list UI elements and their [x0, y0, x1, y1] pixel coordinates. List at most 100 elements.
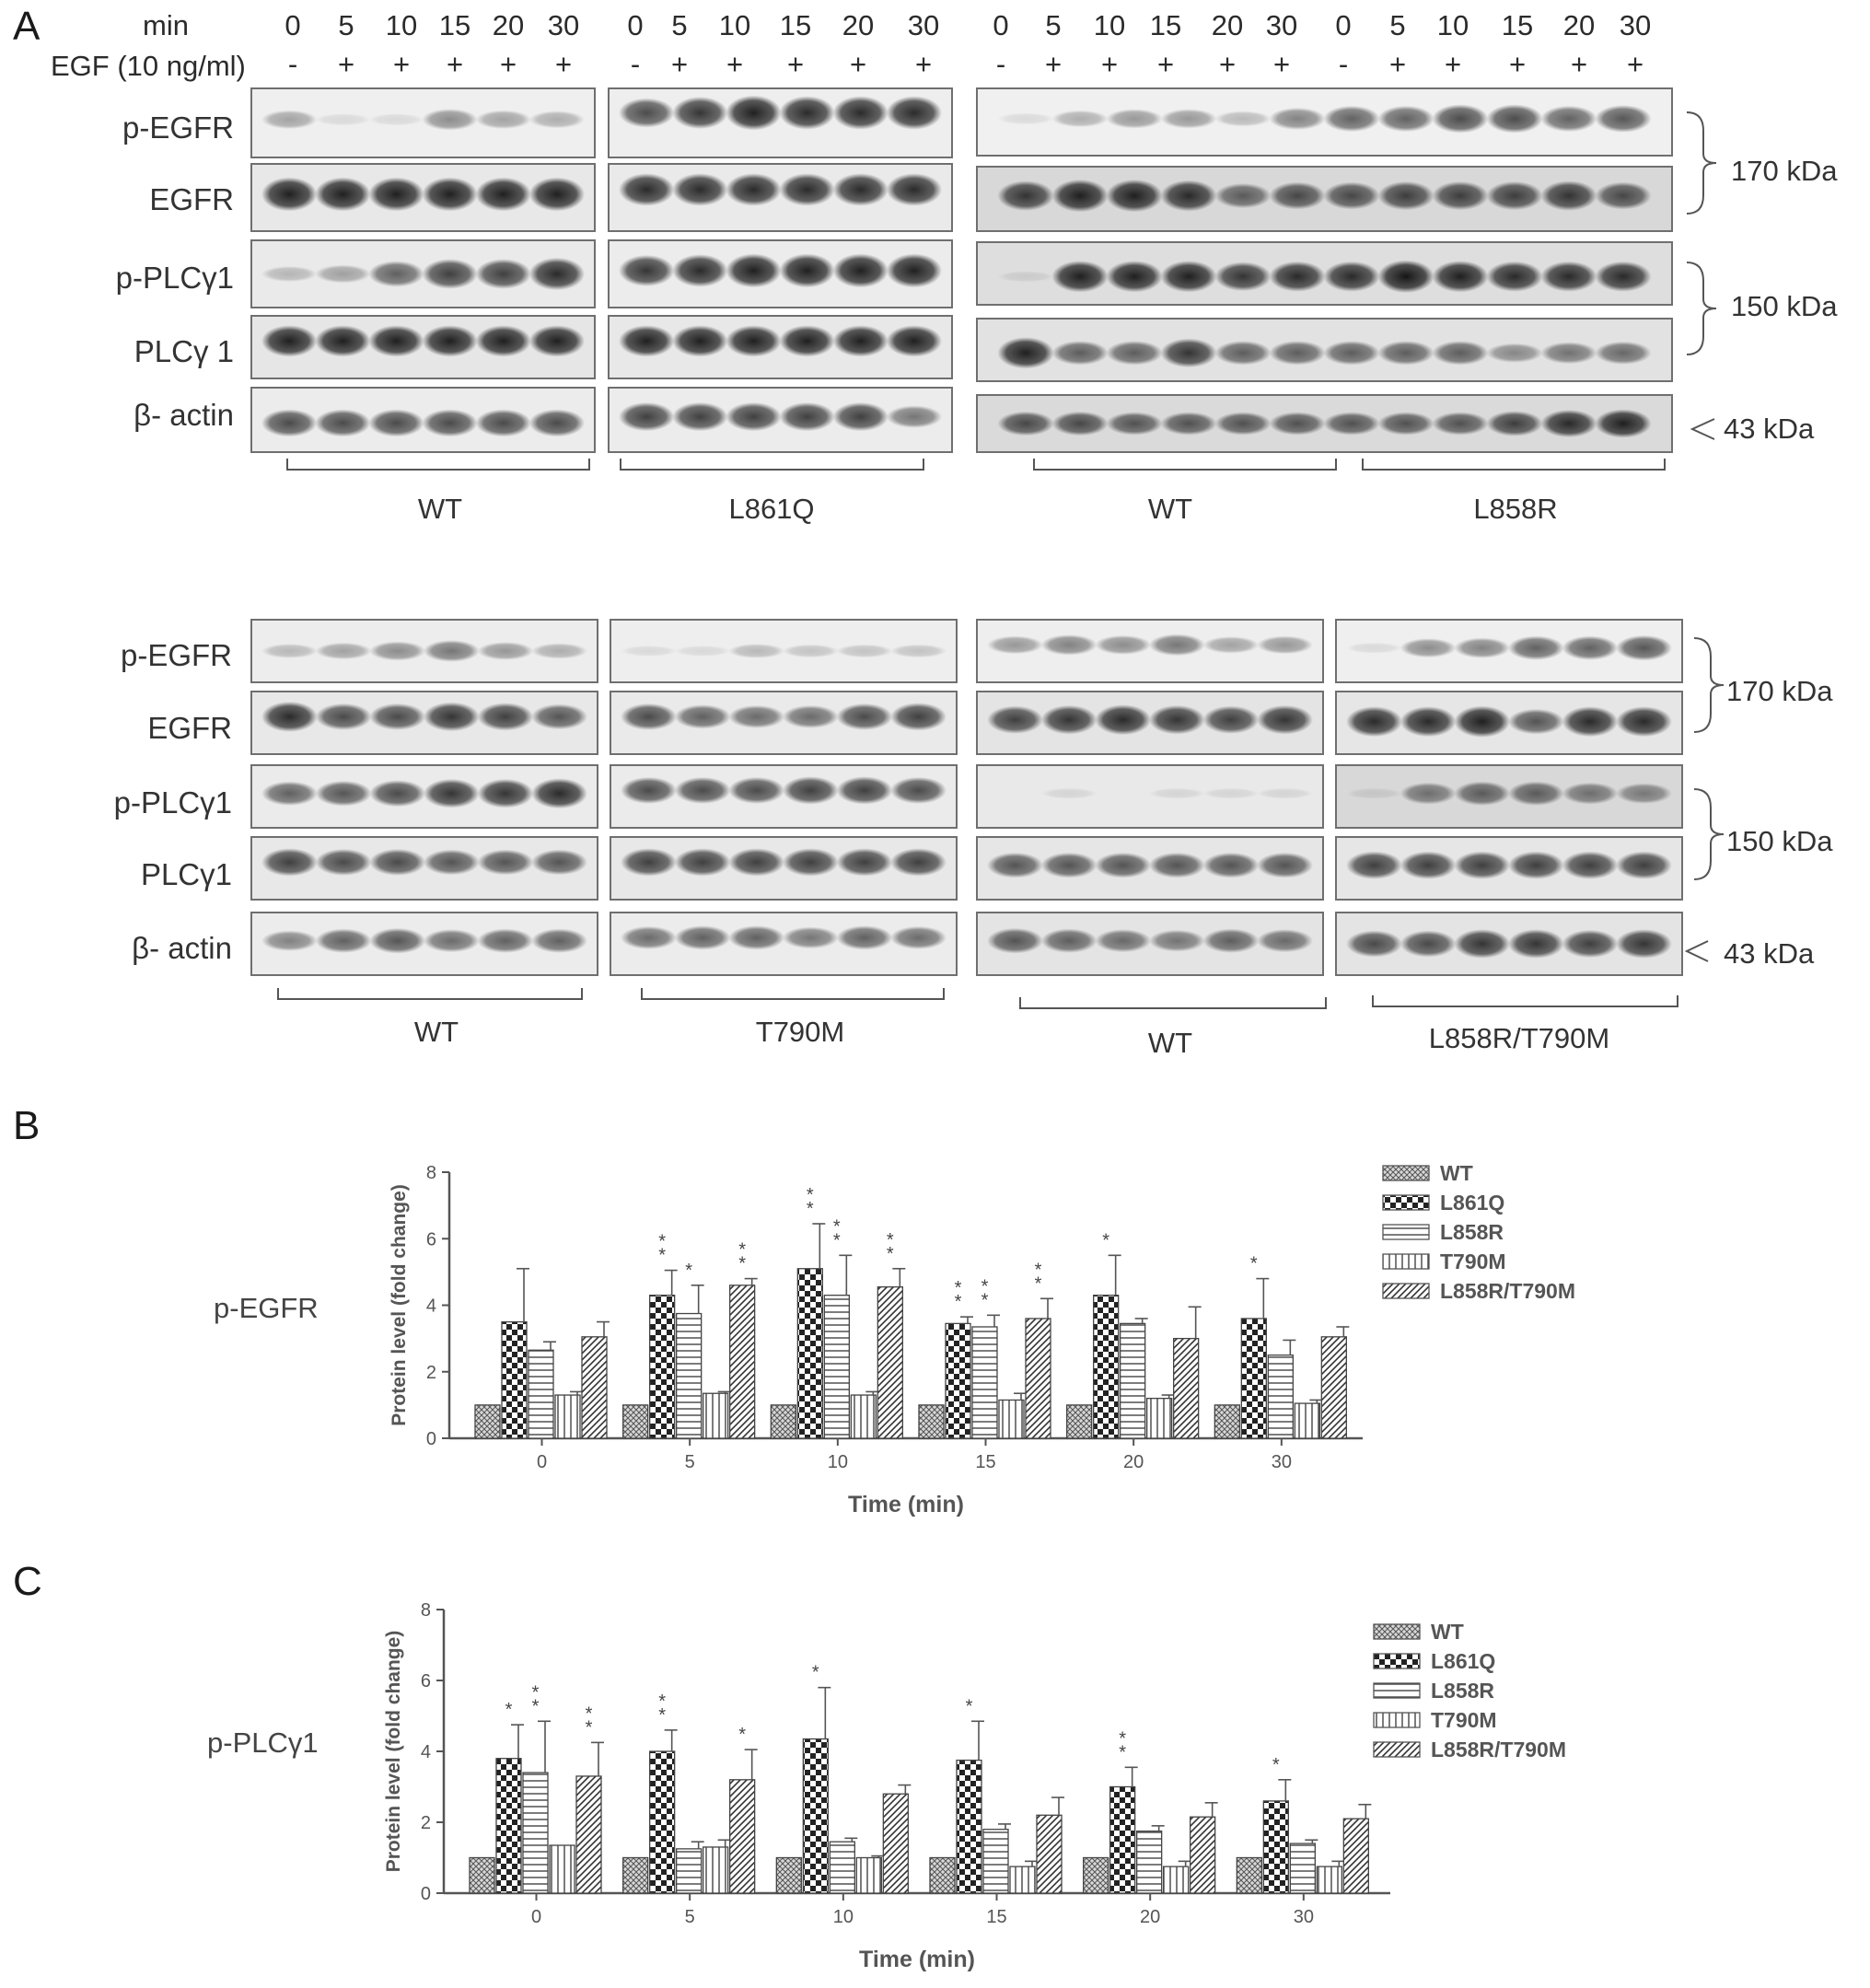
egf-label: EGF (10 ng/ml)	[51, 50, 246, 82]
y-tick-label: 4	[426, 1296, 436, 1317]
header-time-g2-1: 5	[1045, 9, 1062, 41]
bar-L858R/T790M-10	[882, 1793, 909, 1894]
x-tick-label: 15	[975, 1452, 995, 1472]
bar-L858R-30	[1289, 1843, 1316, 1894]
x-tick-label: 20	[1123, 1452, 1144, 1472]
header-sign-g1-1: +	[670, 48, 689, 80]
y-tick-label: 8	[421, 1600, 431, 1621]
legend-swatch	[1382, 1283, 1430, 1299]
header-sign-g2-5: +	[1272, 48, 1291, 80]
blot-p-egfr-top-l858r	[976, 87, 1673, 157]
bar-WT-5	[622, 1856, 649, 1894]
bar-L858R-0	[528, 1349, 554, 1439]
bar-L858R/T790M-30	[1320, 1336, 1347, 1439]
blot-p-plcg1-top-l858r	[976, 241, 1673, 306]
blot-p-egfr-bottom-wt	[250, 619, 598, 683]
header-sign-g1-3: +	[786, 48, 805, 80]
significance-marker: *	[981, 1276, 989, 1296]
legend-swatch	[1382, 1253, 1430, 1270]
bar-L861Q-0	[501, 1320, 528, 1439]
panel-letter-c: C	[13, 1559, 42, 1604]
y-tick-label: 6	[421, 1671, 431, 1692]
panel-letter-a: A	[13, 4, 41, 49]
header-time-g0-2: 10	[385, 9, 418, 41]
legend-swatch	[1373, 1623, 1421, 1640]
header-sign-g2-4: +	[1218, 48, 1237, 80]
legend-label: L861Q	[1431, 1649, 1495, 1673]
header-sign-g3-4: +	[1570, 48, 1588, 80]
bar-L861Q-5	[649, 1750, 676, 1894]
blot-plcg1-bottom-wt	[250, 836, 598, 901]
blot-p-plcg1-bottom-l858r-t790m	[1335, 764, 1683, 829]
header-sign-g1-4: +	[849, 48, 867, 80]
group-label-bottom-t790m: T790M	[755, 1016, 845, 1048]
significance-marker: *	[738, 1725, 746, 1745]
y-tick-label: 0	[426, 1429, 436, 1449]
header-sign-g0-5: +	[554, 48, 573, 80]
panel-c-side-label: p-PLCγ1	[207, 1726, 319, 1759]
significance-marker: *	[1035, 1260, 1042, 1280]
blot-plcg1-top-wt	[250, 315, 596, 379]
significance-marker: *	[807, 1185, 814, 1205]
blot-actin-bottom-t790m	[610, 912, 958, 976]
header-time-g0-3: 15	[438, 9, 471, 41]
blot-egfr-bottom-wt	[250, 691, 598, 755]
kda-170-bottom: 170 kDa	[1726, 675, 1833, 707]
group-label-bottom-wt-1: WT	[413, 1016, 459, 1048]
blot-p-egfr-bottom-t790m	[610, 619, 958, 683]
bar-T790M-5	[703, 1846, 729, 1894]
bar-WT-20	[1066, 1404, 1093, 1439]
bar-WT-5	[622, 1404, 649, 1439]
bar-T790M-20	[1146, 1397, 1173, 1439]
panel-b-side-label: p-EGFR	[214, 1292, 319, 1324]
bar-T790M-0	[554, 1394, 581, 1439]
bar-L861Q-10	[796, 1268, 823, 1439]
significance-marker: *	[658, 1705, 666, 1726]
header-time-g3-2: 10	[1436, 9, 1469, 41]
bar-L858R/T790M-15	[1025, 1318, 1051, 1439]
bar-L858R-15	[971, 1326, 998, 1439]
blot-actin-bottom-wt-2	[976, 912, 1324, 976]
bar-T790M-5	[703, 1392, 729, 1439]
header-sign-g0-4: +	[499, 48, 517, 80]
header-sign-g1-2: +	[726, 48, 744, 80]
header-time-g3-3: 15	[1501, 9, 1534, 41]
bar-L861Q-20	[1109, 1785, 1136, 1894]
y-axis-label: Protein level (fold change)	[389, 1184, 410, 1426]
bar-L858R/T790M-30	[1342, 1818, 1369, 1894]
bar-WT-15	[918, 1404, 945, 1439]
blot-p-plcg1-bottom-t790m	[610, 764, 958, 829]
x-tick-label: 30	[1272, 1452, 1292, 1472]
blot-egfr-bottom-wt-2	[976, 691, 1324, 755]
bar-L858R/T790M-15	[1036, 1814, 1063, 1894]
bar-WT-0	[469, 1856, 495, 1894]
significance-marker: *	[658, 1232, 666, 1252]
blot-actin-top-l858r	[976, 394, 1673, 453]
blot-p-plcg1-bottom-wt-2	[976, 764, 1324, 829]
header-sign-g3-1: +	[1388, 48, 1407, 80]
bar-WT-30	[1236, 1856, 1262, 1894]
blot-actin-top-wt	[250, 387, 596, 453]
significance-marker: *	[738, 1254, 746, 1274]
bar-T790M-30	[1316, 1866, 1342, 1894]
blot-plcg1-bottom-l858r-t790m	[1335, 836, 1683, 901]
significance-marker: *	[586, 1703, 593, 1724]
bar-L858R-20	[1136, 1830, 1163, 1894]
significance-marker: *	[586, 1717, 593, 1738]
blot-egfr-bottom-t790m	[610, 691, 958, 755]
legend-label: T790M	[1431, 1708, 1497, 1732]
header-time-g0-0: 0	[285, 9, 301, 41]
legend-swatch	[1373, 1682, 1421, 1699]
blot-plcg1-top-l858r	[976, 318, 1673, 382]
header-time-g2-0: 0	[993, 9, 1009, 41]
x-tick-label: 5	[685, 1907, 695, 1927]
bar-L861Q-0	[495, 1758, 522, 1894]
bar-L858R-30	[1267, 1354, 1294, 1439]
x-tick-label: 20	[1140, 1907, 1160, 1927]
bar-L858R-5	[676, 1848, 703, 1894]
kda-43-bottom: 43 kDa	[1724, 937, 1815, 970]
header-time-g1-0: 0	[627, 9, 644, 41]
blot-actin-bottom-l858r-t790m	[1335, 912, 1683, 976]
row-label-top-2: p-PLCγ1	[115, 261, 234, 295]
legend-swatch	[1382, 1224, 1430, 1240]
